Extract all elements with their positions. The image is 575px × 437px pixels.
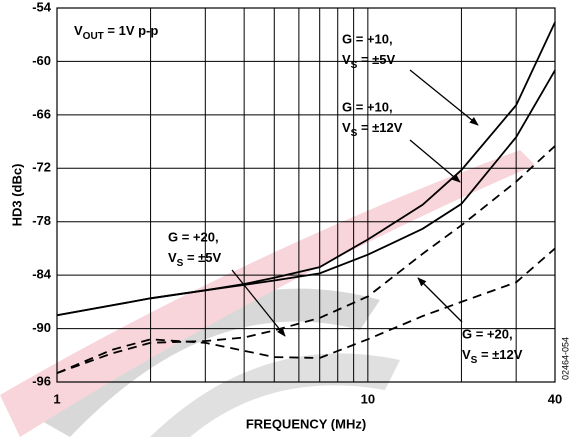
annotation-arrow <box>409 69 479 126</box>
x-tick-label: 10 <box>361 391 375 406</box>
annotation: G = +10, <box>342 31 393 46</box>
annotation-condition: VS = ±5V <box>342 52 396 70</box>
series-line <box>56 145 556 374</box>
y-tick-label: -60 <box>32 53 51 68</box>
condition-label-base: V <box>74 23 83 38</box>
annotation-condition: VS = ±5V <box>168 250 222 268</box>
annotation-condition-tail: = ±5V <box>357 52 395 67</box>
figure-id: 02464-054 <box>560 337 570 380</box>
series-line <box>56 247 556 374</box>
annotation-condition-base: V <box>342 120 351 135</box>
annotation: G = +20, <box>168 229 219 244</box>
y-tick-label: -90 <box>32 320 51 335</box>
condition-label: VOUT = 1V p-p <box>74 23 158 41</box>
annotation-condition-tail: = ±12V <box>477 347 522 362</box>
y-tick-label: -84 <box>32 267 52 282</box>
y-tick-label: -72 <box>32 160 51 175</box>
x-tick-label: 40 <box>548 391 562 406</box>
y-tick-label: -96 <box>32 373 51 388</box>
annotation-arrow <box>417 277 463 323</box>
series-line <box>56 69 556 317</box>
y-tick-label: -78 <box>32 213 51 228</box>
annotation-condition-sub: S <box>351 128 358 139</box>
condition-label-sub: OUT <box>83 31 104 42</box>
annotation: G = +10, <box>342 99 393 114</box>
annotation-condition-base: V <box>342 52 351 67</box>
annotation-condition-tail: = ±5V <box>183 250 221 265</box>
condition-label-tail: = 1V p-p <box>104 23 159 38</box>
annotation-condition-base: V <box>462 347 471 362</box>
annotation-arrow <box>409 139 461 183</box>
y-tick-label: -66 <box>32 106 51 121</box>
annotation-condition-sub: S <box>177 258 184 269</box>
annotation-arrow <box>231 269 286 337</box>
x-axis-label: FREQUENCY (MHz) <box>246 416 366 431</box>
annotation-condition-base: V <box>168 250 177 265</box>
y-axis-label: HD3 (dBc) <box>9 164 24 227</box>
y-tick-label: -54 <box>32 0 52 14</box>
annotation: G = +20, <box>462 326 513 341</box>
annotation-condition: VS = ±12V <box>462 347 523 365</box>
annotation-condition-sub: S <box>351 60 358 71</box>
annotation-condition-sub: S <box>471 355 478 366</box>
annotation-condition-tail: = ±12V <box>357 120 402 135</box>
annotation-condition: VS = ±12V <box>342 120 403 138</box>
x-tick-label: 1 <box>53 391 60 406</box>
watermark <box>0 150 535 437</box>
